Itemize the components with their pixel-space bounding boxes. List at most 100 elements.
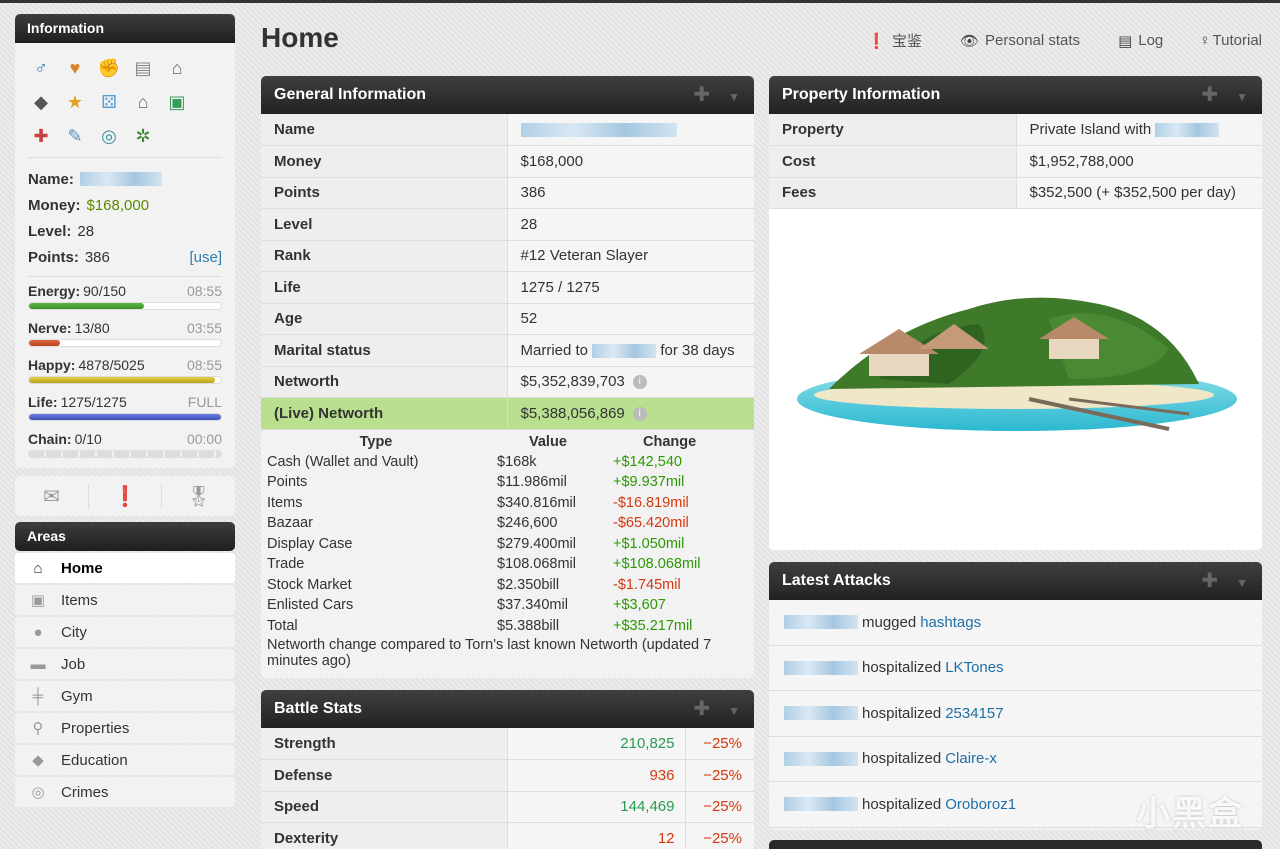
cycle-icon[interactable]: ◎ — [101, 125, 117, 146]
life-bar[interactable]: Life: 1275/1275 FULL — [28, 392, 222, 421]
attack-target-link[interactable]: LKTones — [945, 659, 1004, 677]
list-item: hospitalized Oroboroz1 — [769, 782, 1262, 828]
top-links: ❗ 宝鉴 👁 Personal stats ▤ Log ♀ Tutorial — [829, 30, 1262, 51]
sidebar-item-properties[interactable]: ⚲ Properties — [15, 713, 235, 743]
sidebar-item-items[interactable]: ▣ Items — [15, 585, 235, 615]
collapse-icon[interactable]: ▼ — [728, 90, 740, 104]
sidebar-item-city[interactable]: ● City — [15, 617, 235, 647]
table-row: Defense 936 −25% — [261, 759, 754, 792]
move-panel-icon[interactable]: ✚ — [693, 698, 711, 720]
table-row: Life 1275 / 1275 — [261, 271, 754, 304]
quick-actions: ✉ ❗ 🎖 — [15, 476, 235, 516]
table-row: Cost $1,952,788,000 — [769, 145, 1262, 178]
points-value: 386 — [84, 248, 110, 266]
bank-icon[interactable]: ⌂ — [171, 57, 183, 78]
money-value[interactable]: $168,000 — [86, 196, 150, 214]
areas-menu: Areas ⌂ Home ▣ Items ● City ▬ Job ╪ Gym ⚲ Prop… — [15, 522, 235, 807]
table-row: Items $340.816mil -$16.819mil — [267, 494, 689, 511]
attacker-redacted[interactable] — [784, 706, 858, 721]
battle-stats-table: Strength 210,825 −25% Defense 936 −25% Speed… — [261, 728, 754, 849]
sidebar-item-crimes[interactable]: ◎ Crimes — [15, 777, 235, 807]
attacker-redacted[interactable] — [784, 615, 858, 630]
info-icon[interactable]: i — [632, 375, 647, 390]
syringe-icon[interactable]: ✎ — [67, 125, 83, 146]
areas-header: Areas — [15, 522, 235, 551]
hospital-icon[interactable]: ✚ — [33, 125, 49, 146]
mail-icon[interactable]: ✉ — [15, 483, 89, 509]
information-header: Information — [15, 14, 235, 43]
alert-icon[interactable]: ❗ — [89, 483, 163, 509]
sidebar-item-home[interactable]: ⌂ Home — [15, 553, 235, 583]
points-row: Points: 386 [use] — [28, 248, 222, 266]
private-island-image — [797, 297, 1237, 431]
dice-icon[interactable]: ⚄ — [101, 91, 117, 112]
energy-bar[interactable]: Energy: 90/150 08:55 — [28, 281, 222, 310]
fist-icon[interactable]: ✊ — [97, 57, 121, 78]
attack-target-link[interactable]: Claire-x — [945, 750, 997, 768]
dumbbell-icon: ╪ — [32, 687, 44, 705]
name-redacted — [520, 123, 677, 138]
attack-target-link[interactable]: 2534157 — [945, 704, 1004, 722]
table-row: Age 52 — [261, 303, 754, 335]
attacker-redacted[interactable] — [784, 751, 858, 766]
information-panel: ♂ ♥ ✊ ▤ ⌂ ◆ ★ ⚄ ⌂ ▣ ✚ ✎ ◎ ✲ Name: Money:… — [15, 43, 235, 468]
attacker-redacted[interactable] — [784, 797, 858, 812]
marital-row: Marital status Married to for 38 days — [261, 334, 754, 367]
sidebar-item-gym[interactable]: ╪ Gym — [15, 681, 235, 711]
stock-icon[interactable]: ▣ — [168, 91, 186, 112]
move-panel-icon[interactable]: ✚ — [1201, 570, 1219, 592]
link-tutorial[interactable]: ♀ Tutorial — [1199, 32, 1262, 49]
heart-icon[interactable]: ♥ — [69, 57, 81, 78]
table-row: Stock Market $2.350bill -$1.745mil — [267, 576, 681, 593]
chain-bar[interactable]: Chain: 0/10 00:00 — [28, 429, 222, 458]
attack-target-link[interactable]: hashtags — [920, 613, 982, 631]
table-row: Enlisted Cars $37.340mil +$3,607 — [267, 597, 666, 614]
sidebar-item-education[interactable]: ◆ Education — [15, 745, 235, 775]
graduation-cap-icon: ◆ — [32, 752, 44, 769]
sidebar-item-job[interactable]: ▬ Job — [15, 649, 235, 679]
table-row: Rank #12 Veteran Slayer — [261, 240, 754, 272]
bank-vault-icon[interactable]: ⌂ — [137, 91, 149, 112]
nerve-bar[interactable]: Nerve: 13/80 03:55 — [28, 318, 222, 347]
networth-note: Networth change compared to Torn's last … — [267, 637, 712, 669]
collapse-icon[interactable]: ▼ — [1236, 576, 1248, 590]
table-row: Display Case $279.400mil +$1.050mil — [267, 535, 685, 552]
property-owner-redacted — [1155, 123, 1220, 138]
networth-row: Networth $5,352,839,703 i — [261, 366, 754, 398]
use-points-link[interactable]: [use] — [189, 248, 222, 266]
male-icon[interactable]: ♂ — [34, 57, 48, 78]
clipboard-icon[interactable]: ▤ — [134, 57, 152, 78]
live-networth-row: (Live) Networth $5,388,056,869 i — [261, 397, 754, 430]
table-row: Total $5.388bill +$35.217mil — [267, 617, 693, 634]
page-title: Home — [261, 22, 339, 53]
alert-icon: ❗ — [867, 32, 886, 50]
general-information-panel: General Information ✚ ▼ Name Money $168,00… — [261, 76, 754, 678]
move-panel-icon[interactable]: ✚ — [693, 84, 711, 106]
table-row: Points 386 — [261, 177, 754, 209]
next-panel-header — [769, 840, 1262, 849]
link-baojian[interactable]: ❗ 宝鉴 — [867, 32, 922, 51]
table-row: Strength 210,825 −25% — [261, 728, 754, 760]
collapse-icon[interactable]: ▼ — [1236, 90, 1248, 104]
money-row: Money: $168,000 — [28, 196, 150, 214]
info-icon[interactable]: i — [632, 406, 647, 421]
spouse-redacted[interactable] — [592, 343, 657, 358]
battle-stats-header: Battle Stats ✚ ▼ — [261, 690, 754, 728]
attacker-redacted[interactable] — [784, 660, 858, 675]
battle-stats-panel: Battle Stats ✚ ▼ Strength 210,825 −25% Defe… — [261, 690, 754, 849]
table-row: Bazaar $246,600 -$65.420mil — [267, 515, 689, 532]
graduation-cap-icon[interactable]: ◆ — [34, 91, 48, 112]
collapse-icon[interactable]: ▼ — [728, 704, 740, 718]
happy-bar[interactable]: Happy: 4878/5025 08:55 — [28, 355, 222, 384]
table-row: Property Private Island with — [769, 114, 1262, 146]
level-row: Level: 28 — [28, 222, 95, 240]
name-redacted — [79, 172, 162, 186]
move-panel-icon[interactable]: ✚ — [1201, 84, 1219, 106]
medal-icon[interactable]: 🎖 — [185, 485, 212, 508]
link-log[interactable]: ▤ Log — [1118, 32, 1164, 50]
leaf-icon[interactable]: ✲ — [135, 125, 151, 146]
link-personal-stats[interactable]: 👁 Personal stats — [959, 32, 1081, 50]
networth-breakdown-table: Type Value Change Cash (Wallet and Vault) $… — [261, 433, 754, 637]
attack-target-link[interactable]: Oroboroz1 — [945, 795, 1017, 813]
star-icon[interactable]: ★ — [66, 91, 84, 112]
